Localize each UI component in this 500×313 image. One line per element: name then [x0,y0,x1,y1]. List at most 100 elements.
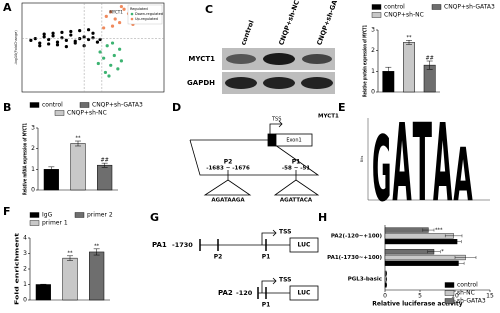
legend-label: Up-regulated [135,17,158,21]
legend-title: Regulated [130,7,148,11]
tss-arrow [261,232,276,245]
significance-label: ## [100,158,108,164]
site-label: P1 [262,254,271,261]
blot-image [222,48,335,94]
x-axis-label: Relative luciferase activity [372,301,463,308]
legend-label: IgG [42,212,53,219]
site-zoom [273,179,320,196]
blot-column-label: CNQP+sh-GATA3 [315,0,343,46]
y-axis-label: -log10(FoldChange) [14,30,18,65]
legend-label: control [42,102,63,109]
error-bar [40,283,47,286]
y-tick-label: 0 [31,187,35,194]
blot-band [226,54,256,64]
site-label: P2 [224,159,233,166]
legend-label: CNQP+sh-GATA3 [444,4,495,11]
zoom-lines [189,139,320,176]
logo-letter: G [372,118,391,222]
bar [384,249,435,255]
legend-label: CNQP+sh-NC [384,12,424,19]
point [107,74,111,78]
exon-box [275,133,313,147]
bar [384,254,466,261]
legend-label: Down-regulated [135,12,163,16]
panel-label: D [172,101,181,114]
y-tick-label: 2 [371,47,375,54]
point [110,41,115,45]
y-tick-label: 3 [23,250,27,257]
point [42,32,46,36]
y-tick-label: 1 [23,281,27,288]
tss-arrow-head [272,229,277,237]
tss-arrow [269,123,282,134]
point [98,50,102,54]
x-tick-label: 5 [418,293,422,300]
blot-band [263,77,295,89]
point [103,70,108,75]
point [96,61,100,66]
y-tick-label: 2 [31,145,35,152]
point [60,30,64,34]
annotation: MYCT1 [109,9,123,14]
point [91,31,95,35]
tss-label: TSS [279,277,291,284]
legend-swatch [444,298,455,304]
point [69,29,73,34]
error-bar [427,250,441,254]
construct-name: PA1 [152,241,167,249]
point [118,20,122,25]
site-zoom [203,179,252,196]
blot-band [302,54,332,64]
bar [403,42,415,93]
construct-name: PA2 [218,289,233,297]
legend-label: CNQP+sh-GATA3 [92,102,143,109]
y-tick-label: 1 [31,166,35,173]
bar [97,164,113,191]
legend-marker [130,17,134,21]
panel-label: G [150,211,159,224]
y-tick-label: 4 [23,235,27,242]
site-label: P1 [262,302,271,309]
point [105,44,109,48]
logo-y-label: Bits [360,156,364,163]
error-bar [385,271,387,275]
point [42,35,46,39]
legend-marker [130,12,134,16]
panel-label: A [3,1,12,14]
point [64,38,68,42]
point [95,40,100,44]
point [38,44,42,48]
reporter-label: LUC [298,242,311,249]
bar [62,257,78,301]
point [55,40,60,44]
legend-swatch [371,12,382,18]
site-sequence: AGATAAGA [211,198,245,204]
tss-label: TSS [271,117,281,123]
blot-band [225,77,257,89]
error-bar [385,66,392,76]
point [109,10,113,14]
point [122,7,126,11]
y-tick-label: 1 [371,68,375,75]
bar [384,260,459,266]
point [55,43,60,47]
error-bar [93,248,100,256]
significance-label: ** [94,243,100,249]
point [51,34,55,38]
site-label: P1 [292,159,301,166]
legend-swatch [371,4,382,10]
bar [35,284,51,301]
y-tick-label: 2 [23,266,27,273]
legend-label: sh-GATA3 [457,298,486,305]
construct-start: -1730 [172,241,193,249]
error-bar [452,261,465,265]
blot-column-label: control [239,19,255,46]
construct-diagram [199,229,319,301]
significance-label: *** [435,228,443,234]
legend-swatch [444,290,455,296]
blot-column-label: CNQP+sh-NC [277,0,301,46]
legend-label: control [457,282,478,289]
tss-arrow-head [278,120,283,128]
